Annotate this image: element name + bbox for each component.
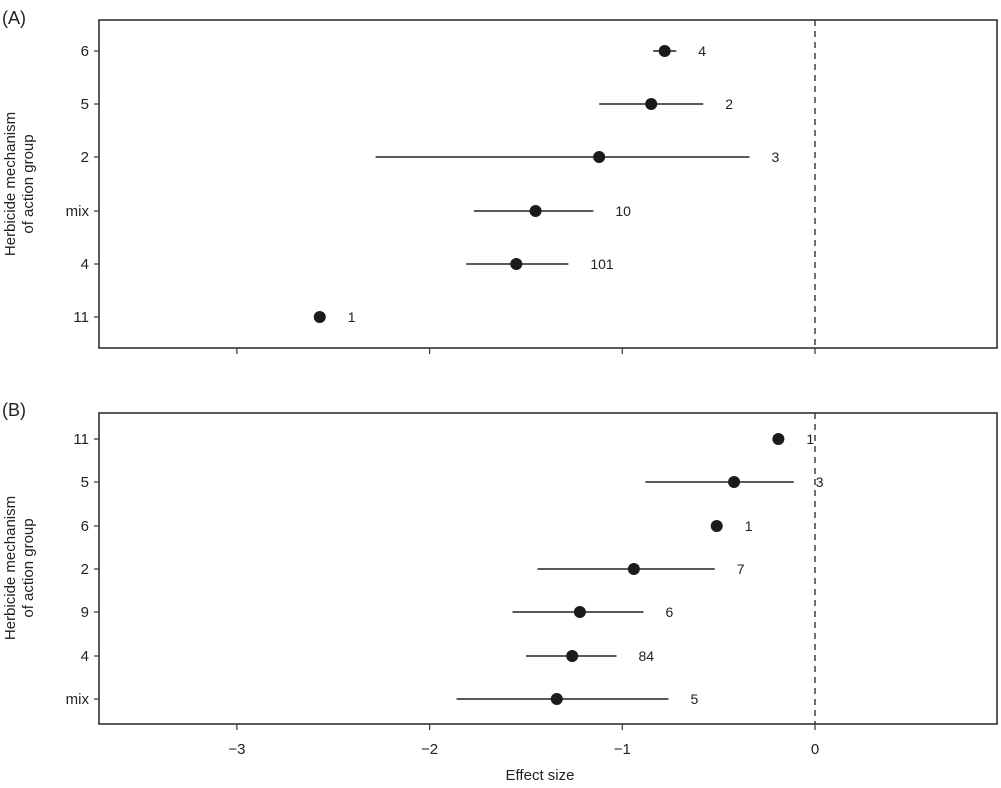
y-tick-label: 11 [73, 431, 89, 448]
effect-point [593, 151, 606, 163]
sample-size-label: 6 [665, 604, 673, 620]
panel-b: (B) Herbicide mechanismof action group −3 −… [2, 400, 998, 784]
effect-point [645, 98, 658, 110]
sample-size-label: 2 [725, 96, 733, 112]
x-tick-label: −3 [228, 741, 245, 758]
effect-point [510, 258, 523, 270]
sample-size-label: 84 [639, 648, 655, 664]
sample-size-label: 7 [737, 561, 745, 577]
y-tick-label: 11 [73, 309, 89, 326]
x-tick-label: −2 [421, 741, 438, 758]
effect-point [550, 693, 563, 705]
data-row: 6 [512, 604, 673, 620]
data-row: 5 [456, 691, 699, 707]
data-row: 1 [313, 309, 356, 325]
y-tick-label: 6 [81, 518, 89, 535]
effect-point [573, 606, 586, 618]
x-axis-title: Effect size [506, 767, 575, 784]
effect-point [772, 433, 785, 445]
y-tick-label: 4 [81, 256, 89, 273]
y-tick-label: mix [66, 691, 90, 708]
sample-size-label: 3 [771, 149, 779, 165]
panel-label: (B) [2, 400, 26, 420]
y-tick-label: 6 [81, 43, 89, 60]
effect-point [728, 476, 741, 488]
panel-a: (A) Herbicide mechanismof action group 6 4 5… [2, 8, 998, 354]
data-row: 101 [466, 256, 614, 272]
data-row: 3 [375, 149, 779, 165]
sample-size-label: 10 [615, 203, 631, 219]
y-tick-label: 2 [81, 561, 89, 578]
effect-point [566, 650, 579, 662]
effect-point [529, 205, 542, 217]
data-row: 3 [645, 474, 824, 490]
x-tick-label: −1 [614, 741, 631, 758]
y-tick-label: 9 [81, 604, 89, 621]
sample-size-label: 5 [691, 691, 699, 707]
y-axis-title: Herbicide mechanismof action group [2, 112, 37, 256]
sample-size-label: 3 [816, 474, 824, 490]
sample-size-label: 1 [348, 309, 356, 325]
panel-label: (A) [2, 8, 26, 28]
effect-point [627, 563, 640, 575]
y-tick-label: 5 [81, 474, 89, 491]
x-tick-label: 0 [811, 741, 819, 758]
data-row: 4 [653, 43, 706, 59]
data-row: 7 [537, 561, 745, 577]
data-row: 10 [473, 203, 631, 219]
sample-size-label: 1 [806, 431, 814, 447]
effect-point [313, 311, 326, 323]
data-row: 1 [772, 431, 814, 447]
sample-size-label: 1 [745, 518, 753, 534]
y-axis-title: Herbicide mechanismof action group [2, 496, 37, 640]
data-row: 2 [599, 96, 733, 112]
data-row: 84 [525, 648, 655, 664]
y-tick-label: mix [66, 203, 90, 220]
effect-point [710, 520, 723, 532]
y-tick-label: 2 [81, 149, 89, 166]
sample-size-label: 101 [590, 256, 614, 272]
data-row: 1 [710, 518, 753, 534]
y-tick-label: 4 [81, 648, 89, 665]
sample-size-label: 4 [698, 43, 706, 59]
y-tick-label: 5 [81, 96, 89, 113]
effect-point [658, 45, 671, 57]
plot-frame [98, 19, 998, 349]
